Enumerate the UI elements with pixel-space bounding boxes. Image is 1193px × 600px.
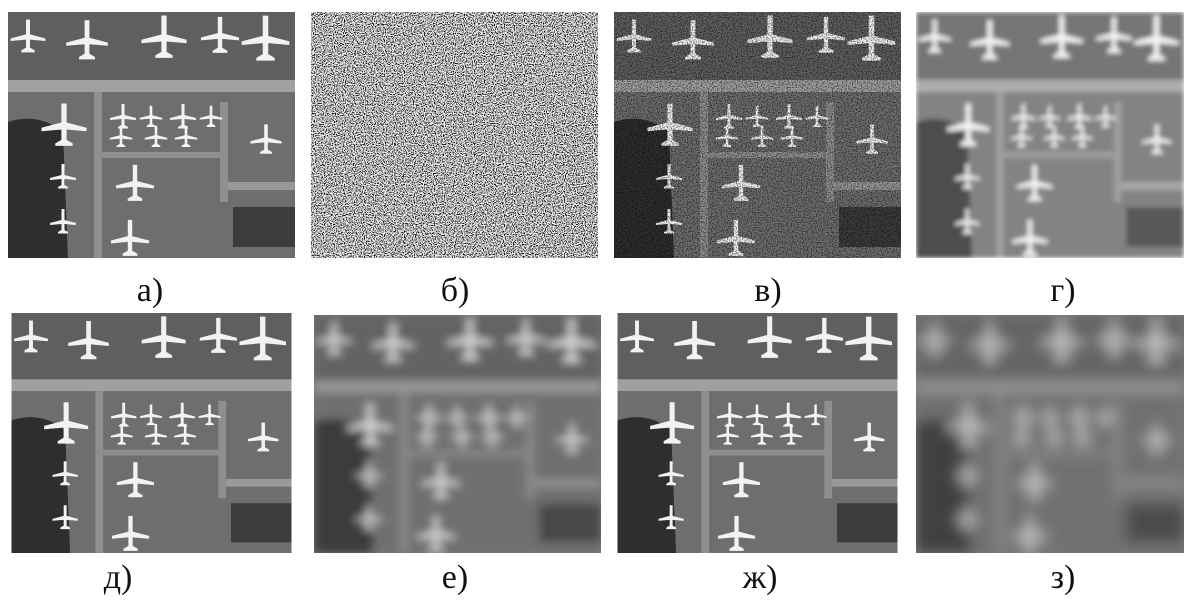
- panel-d: г): [916, 12, 1184, 309]
- panel-label: д): [104, 559, 133, 596]
- panel-label: е): [442, 559, 468, 596]
- panel-b: б): [311, 12, 598, 309]
- panel-label: а): [137, 272, 163, 309]
- panel-f: е): [314, 315, 601, 596]
- panel-label: б): [441, 272, 470, 309]
- panel-g: ж): [618, 313, 898, 596]
- panel-h: з): [916, 315, 1184, 596]
- panel-label: в): [754, 272, 781, 309]
- figure: а) б) в) г) д) е) ж) з): [0, 0, 1193, 600]
- panel-e: д): [12, 313, 292, 596]
- panel-a: а): [8, 12, 295, 309]
- panel-label: з): [1051, 559, 1076, 596]
- panel-label: г): [1050, 272, 1075, 309]
- panel-c: в): [614, 12, 901, 309]
- panel-label: ж): [742, 559, 778, 596]
